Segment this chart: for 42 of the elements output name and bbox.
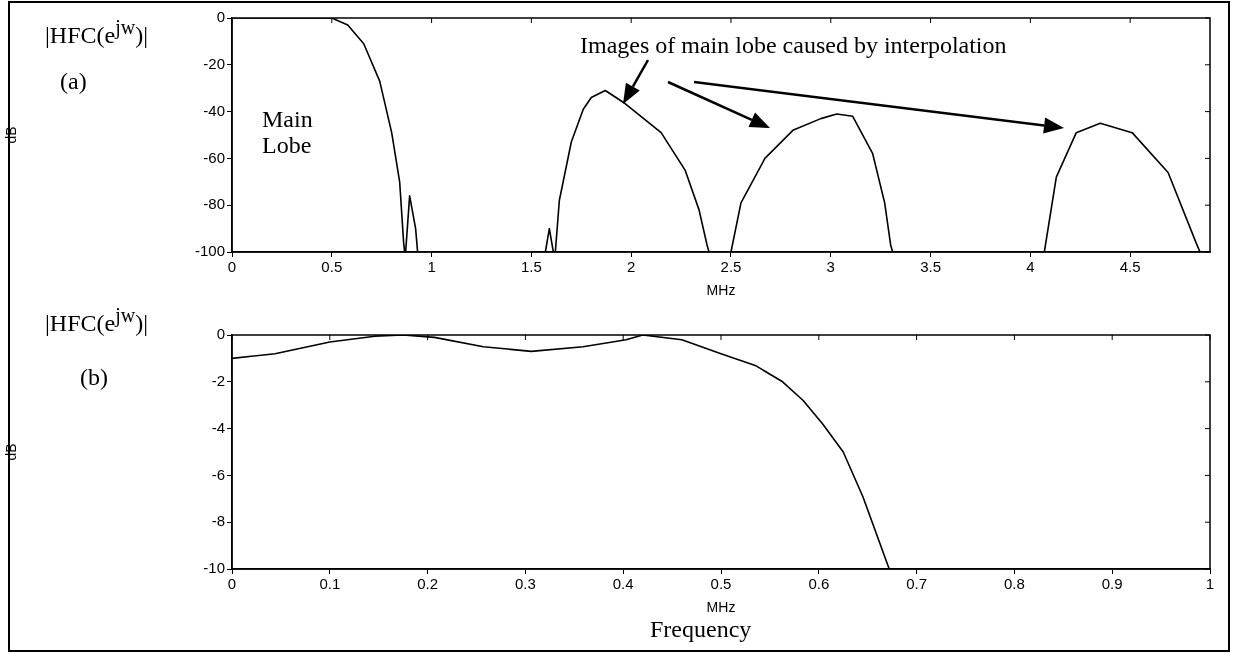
- chart-title: |HFC(e$^{jw}$)|: [45, 304, 148, 337]
- text: (a): [60, 68, 87, 95]
- x-tick-label: 2.5: [720, 258, 742, 276]
- y-tick-label: 0: [216, 8, 225, 26]
- text: (b): [80, 364, 108, 391]
- x-axis-title: MHz: [706, 599, 736, 616]
- x-tick-label: 1: [1205, 575, 1215, 593]
- x-tick-label: 3.5: [920, 258, 941, 276]
- y-tick-label: -40: [203, 101, 225, 119]
- y-tick-label: -10: [203, 559, 225, 577]
- annotation: Images of main lobe caused by interpolation: [580, 32, 1007, 59]
- y-tick-label: -6: [211, 465, 225, 483]
- y-tick-label: -2: [211, 371, 225, 389]
- y-tick-label: -100: [194, 242, 225, 260]
- x-tick-label: 4.5: [1119, 258, 1141, 276]
- x-tick-label: 0.9: [1101, 575, 1123, 593]
- x-tick-label: 1: [427, 258, 436, 276]
- x-tick-label: 4: [1026, 258, 1035, 276]
- x-tick-label: 1.5: [520, 258, 542, 276]
- x-tick-label: 0.5: [321, 258, 343, 276]
- x-tick-label: 2: [627, 258, 636, 276]
- x-tick-label: 0.8: [1003, 575, 1025, 593]
- x-tick-label: 3: [826, 258, 835, 276]
- x-tick-label: 0.3: [514, 575, 536, 593]
- y-tick-label: -60: [203, 148, 225, 166]
- x-tick-label: 0.1: [319, 575, 341, 593]
- text: Frequency: [650, 616, 752, 643]
- chart-title: |HFC(e$^{jw}$)|: [45, 16, 148, 49]
- y-tick-label: 0: [216, 325, 225, 343]
- x-axis-title: MHz: [706, 282, 736, 299]
- y-tick-label: -20: [203, 54, 225, 72]
- x-tick-label: 0.2: [417, 575, 439, 593]
- y-tick-label: -4: [211, 418, 225, 436]
- x-tick-label: 0.4: [612, 575, 634, 593]
- x-tick-label: 0: [227, 258, 237, 276]
- annotation: Main Lobe: [262, 106, 314, 159]
- x-tick-label: 0.5: [710, 575, 732, 593]
- x-tick-label: 0: [227, 575, 237, 593]
- x-tick-label: 0.7: [906, 575, 928, 593]
- x-tick-label: 0.6: [808, 575, 830, 593]
- y-tick-label: -8: [211, 512, 225, 530]
- y-tick-label: -80: [203, 195, 225, 213]
